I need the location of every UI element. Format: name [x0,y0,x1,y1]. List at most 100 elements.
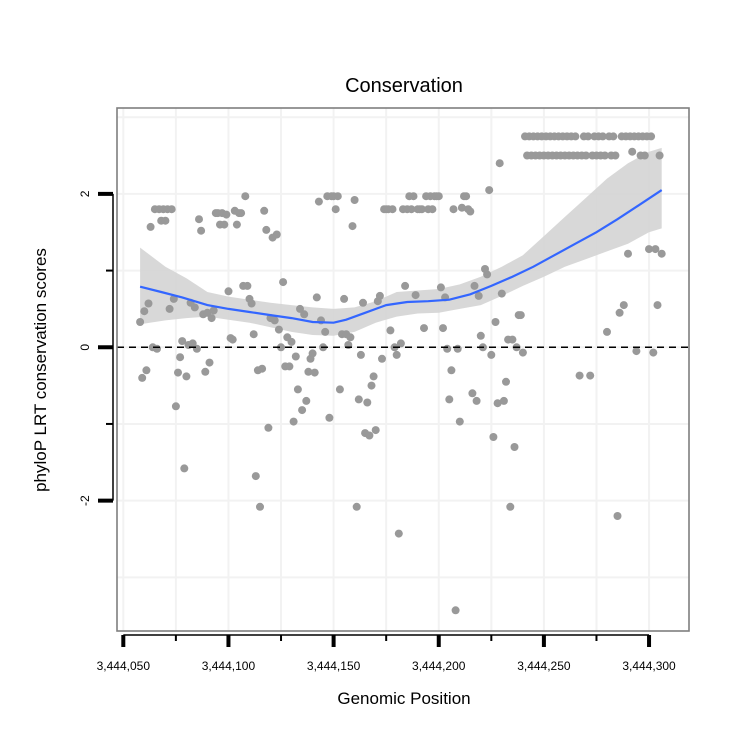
data-point [363,398,372,407]
data-point [298,406,307,415]
data-point [624,249,632,258]
data-point [182,372,191,381]
smooth-line [139,189,663,324]
data-point [136,318,145,326]
data-point [356,350,365,359]
data-point [571,132,580,141]
data-point [207,314,216,323]
data-point [237,209,246,218]
data-point [333,192,342,201]
data-point [417,205,426,214]
data-point [470,281,479,290]
data-point [582,151,590,160]
data-point [138,373,147,382]
y-axis-title: phyloP LRT conservation scores [31,248,50,492]
data-point [518,348,527,357]
data-point [144,299,153,308]
data-point [647,132,656,141]
data-point [195,215,203,224]
data-point [491,318,500,326]
data-point [352,502,361,511]
data-point [300,310,309,319]
data-point [247,299,256,308]
data-point [264,423,273,432]
data-point [609,132,618,141]
data-point [180,464,189,473]
data-point [401,281,410,290]
data-point [251,472,260,481]
data-point [428,205,437,214]
data-point [161,216,170,225]
data-point [615,308,624,317]
y-tick-label: -2 [78,495,92,506]
data-point [220,220,229,229]
data-point [443,344,452,353]
data-point [420,324,428,333]
panel-border [116,107,690,632]
data-point [201,367,210,376]
data-point [462,192,471,201]
data-point [375,291,384,300]
data-point [436,283,445,292]
data-point [499,396,508,405]
x-axis-title: Genomic Position [337,689,470,708]
data-point [516,311,525,320]
data-point [287,337,296,346]
data-point [584,132,593,141]
x-tick-label: 3,444,050 [97,659,151,673]
data-point [586,371,595,380]
data-point [174,368,182,377]
data-point [167,205,176,214]
data-point [321,327,330,336]
data-point [439,324,447,333]
data-point [649,348,658,357]
data-point [142,366,151,375]
data-point [487,350,496,359]
data-point [293,385,302,394]
data-point [260,206,269,215]
data-point [188,339,197,348]
data-point [466,207,475,216]
data-point [279,278,288,287]
x-tick-label: 3,444,150 [307,659,361,673]
data-point [197,226,206,235]
data-point [302,396,311,405]
data-point [409,192,418,201]
data-point [331,205,340,214]
data-point [365,431,374,440]
data-point [386,326,395,335]
data-point [411,291,420,300]
x-tick-label: 3,444,250 [517,659,571,673]
data-point [335,385,344,394]
data-point [262,225,271,234]
data-point [209,306,218,315]
data-point [407,205,416,214]
data-point [455,417,464,426]
data-point [140,307,149,316]
data-point [600,151,609,160]
data-point [497,289,506,298]
data-point [598,132,607,141]
data-point [270,316,279,325]
data-point [394,529,403,538]
data-point [657,249,666,258]
x-axis: 3,444,050 3,444,100 3,444,150 3,444,200 3,44… [97,634,676,673]
data-point [502,377,510,386]
data-point [224,287,233,296]
data-point [346,333,355,342]
data-point [611,151,620,160]
confidence-band [140,147,662,336]
x-tick-label: 3,444,100 [202,659,256,673]
data-point [506,502,515,511]
data-point [340,294,349,303]
data-point [348,222,357,231]
data-point [495,159,504,168]
data-point [308,349,317,358]
data-point [396,339,405,348]
data-point [476,331,485,340]
data-point [613,512,622,520]
data-point [277,343,285,352]
data-point [169,294,178,303]
data-point [359,298,367,307]
